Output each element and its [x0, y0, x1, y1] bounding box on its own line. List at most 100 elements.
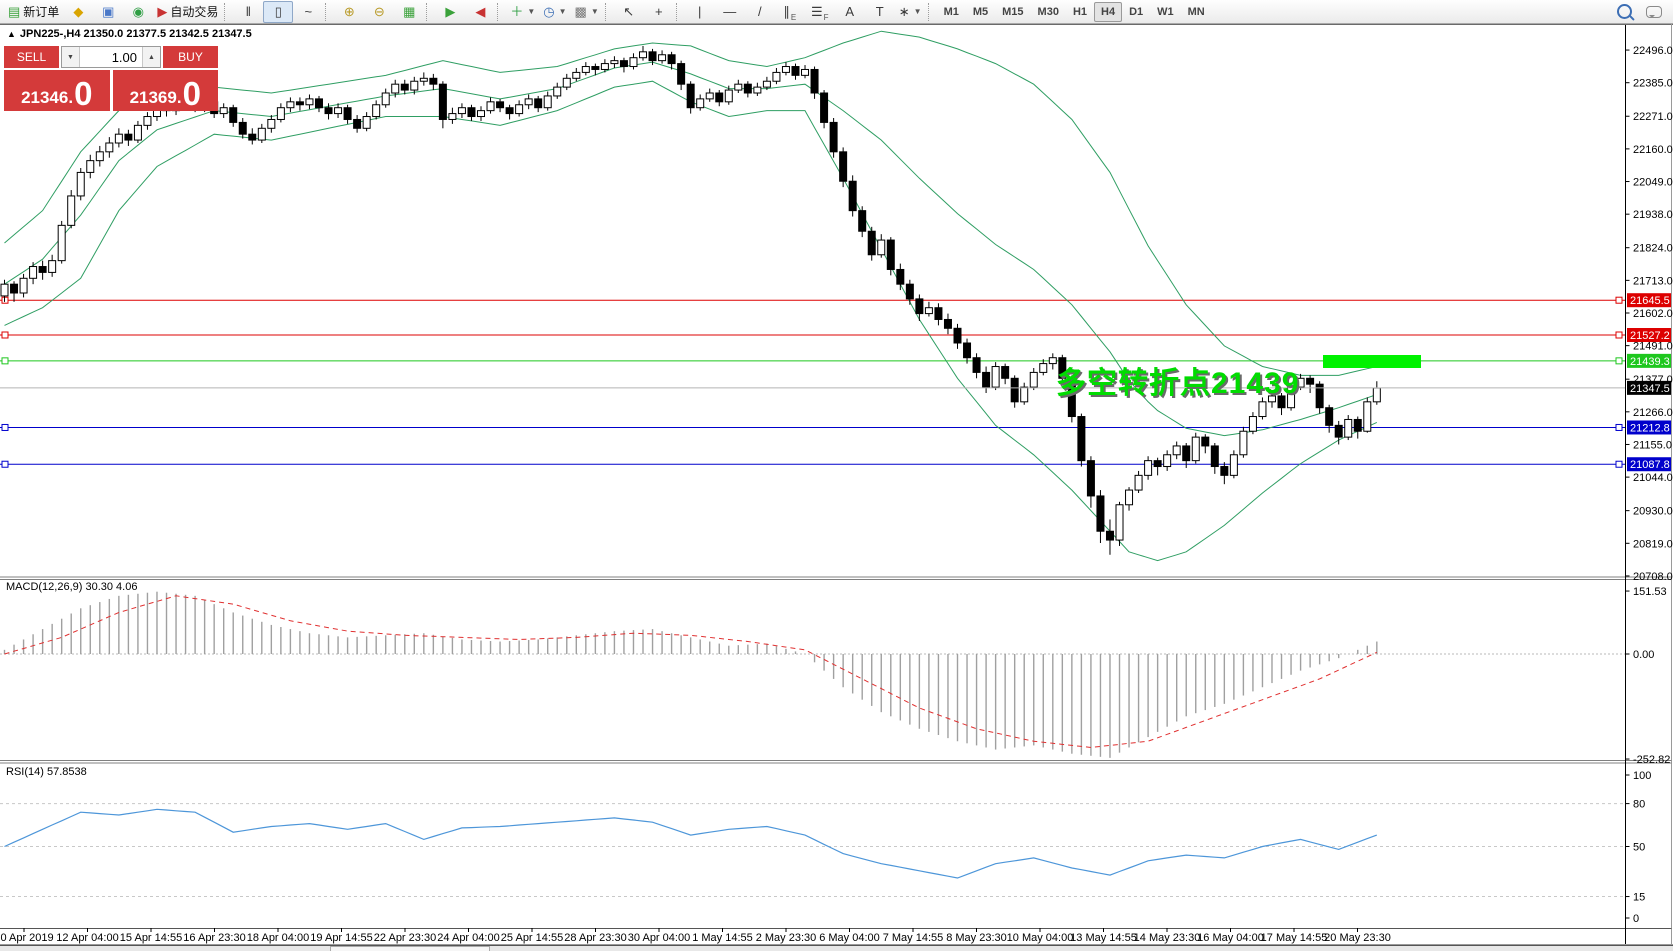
volume-increment-icon[interactable]: ▲	[142, 47, 160, 67]
candle-body	[324, 107, 333, 115]
line-handle[interactable]	[1, 460, 9, 468]
text-icon: A	[845, 4, 855, 19]
zoom-in-button[interactable]: ⊕	[334, 1, 364, 23]
line-handle[interactable]	[1615, 296, 1623, 304]
chart-shift-icon: ◀	[475, 4, 486, 19]
price-tag-21645.5-text: 21645.5	[1630, 295, 1670, 307]
auto-scroll-icon: ▶	[445, 4, 456, 19]
bollinger-upper-band	[4, 30, 1377, 376]
timeframe-m5-button[interactable]: M5	[972, 5, 989, 18]
navigator-button[interactable]: ▣	[93, 1, 123, 23]
equidistant-channel-button[interactable]: ∥ E	[775, 1, 805, 23]
buy-button[interactable]: BUY	[163, 46, 218, 68]
candle-body	[19, 277, 28, 294]
horizontal-scrollbar[interactable]	[0, 945, 1673, 951]
bar-chart-button[interactable]: ‖	[233, 1, 263, 23]
time-tick-label: 22 Apr 23:30	[374, 932, 436, 944]
candle-body	[238, 121, 247, 135]
new-order-button-label: 新订单	[23, 5, 60, 19]
zoom-out-button[interactable]: ⊖	[364, 1, 394, 23]
price-tick-label: 22160.0	[1633, 144, 1673, 156]
one-click-trading-panel: SELL ▼ ▲ BUY 21346.0 21369.0	[4, 46, 218, 111]
autotrading-button[interactable]: ▶ 自动交易	[153, 1, 222, 23]
trendline-button[interactable]: /	[745, 1, 775, 23]
crosshair-button[interactable]: +	[644, 1, 674, 23]
market-watch-button[interactable]: ◆	[63, 1, 93, 23]
candle-body	[1029, 371, 1038, 388]
label-button[interactable]: T	[865, 1, 895, 23]
candle-body	[705, 92, 714, 100]
timeframe-h4-button[interactable]: H4	[1094, 1, 1123, 22]
scrollbar-thumb[interactable]	[330, 946, 490, 951]
candle-body	[772, 71, 781, 82]
time-tick-label: 7 May 14:55	[883, 932, 944, 944]
timeframe-m1-button[interactable]: M1	[943, 5, 959, 18]
cursor-button[interactable]: ↖	[614, 1, 644, 23]
candle-body	[1363, 401, 1372, 432]
chart-shift-button[interactable]: ◀	[465, 1, 495, 23]
candle-body	[362, 116, 371, 129]
time-tick-label: 14 May 23:30	[1134, 932, 1201, 944]
current-price-tag	[1627, 380, 1671, 395]
timeframe-w1-button[interactable]: W1	[1157, 5, 1174, 18]
new-order-button[interactable]: ▤ 新订单	[4, 1, 63, 23]
candle-body	[562, 77, 571, 88]
candle-body	[1125, 489, 1134, 506]
candle-body	[486, 101, 495, 112]
tile-windows-button[interactable]: ▦	[394, 1, 424, 23]
time-tick-label: 28 Apr 23:30	[564, 932, 626, 944]
vertical-line-button[interactable]: |	[685, 1, 715, 23]
candle-body	[1277, 395, 1286, 409]
buy-price-button[interactable]: 21369. 0	[112, 70, 218, 111]
sell-price-main: 21346	[21, 88, 69, 108]
line-handle[interactable]	[1615, 331, 1623, 339]
candle-body	[0, 283, 9, 297]
volume-input[interactable]	[80, 47, 142, 67]
candle-body	[1353, 418, 1362, 432]
candle-body	[429, 77, 438, 85]
timeframe-mn-button[interactable]: MN	[1187, 5, 1205, 18]
line-chart-button[interactable]: ~	[293, 1, 323, 23]
time-tick-label: 1 May 14:55	[692, 932, 753, 944]
line-handle[interactable]	[1615, 357, 1623, 365]
fibonacci-button[interactable]: ☰ F	[805, 1, 835, 23]
candlestick-chart-button[interactable]: ▯	[263, 0, 294, 23]
period-button[interactable]: ◷ ▼	[539, 1, 570, 23]
timeframe-m15-button[interactable]: M15	[1002, 5, 1024, 18]
line-handle[interactable]	[1, 357, 9, 365]
signals-button[interactable]: ◉	[123, 1, 153, 23]
buy-price-main: 21369	[129, 88, 177, 108]
candle-body	[391, 83, 400, 94]
sell-button[interactable]: SELL	[4, 46, 59, 68]
add-indicator-button[interactable]: ＋ ▼	[506, 1, 539, 23]
collapse-panel-icon[interactable]: ▲	[7, 29, 16, 39]
timeframe-d1-button[interactable]: D1	[1129, 5, 1144, 18]
line-handle[interactable]	[1615, 460, 1623, 468]
arrows-button[interactable]: ∗ ▼	[895, 1, 926, 23]
text-button[interactable]: A	[835, 1, 865, 23]
candle-body	[1258, 401, 1267, 418]
zoom-in-icon: ⊕	[343, 4, 355, 19]
search-button[interactable]	[1609, 1, 1639, 23]
template-button[interactable]: ▩ ▼	[571, 1, 603, 23]
chat-button[interactable]	[1639, 1, 1669, 23]
line-handle[interactable]	[1615, 423, 1623, 431]
timeframe-h1-button[interactable]: H1	[1072, 5, 1088, 18]
candle-body	[38, 266, 47, 273]
chart-title: ▲ JPN225-,H4 21350.0 21377.5 21342.5 2134…	[7, 28, 252, 40]
line-handle[interactable]	[1, 423, 9, 431]
price-tick-label: 20930.0	[1633, 506, 1673, 518]
sell-price-button[interactable]: 21346. 0	[4, 70, 110, 111]
candle-body	[1229, 454, 1238, 476]
candle-body	[810, 68, 819, 94]
candle-body	[934, 307, 943, 320]
candle-body	[438, 83, 447, 120]
auto-scroll-button[interactable]: ▶	[435, 1, 465, 23]
timeframe-m30-button[interactable]: M30	[1037, 5, 1059, 18]
time-tick-label: 20 May 23:30	[1324, 932, 1391, 944]
price-tag-21527.2-text: 21527.2	[1630, 330, 1670, 342]
horizontal-line-button[interactable]: —	[715, 1, 745, 23]
line-handle[interactable]	[1, 331, 9, 339]
volume-decrement-icon[interactable]: ▼	[62, 47, 80, 67]
